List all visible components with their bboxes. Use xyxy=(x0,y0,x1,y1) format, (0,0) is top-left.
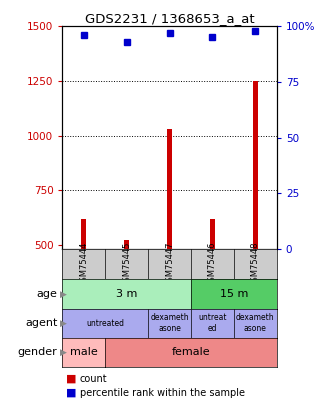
Text: ■: ■ xyxy=(66,388,76,398)
Text: GSM75447: GSM75447 xyxy=(165,241,174,287)
Text: gender: gender xyxy=(18,347,58,357)
Title: GDS2231 / 1368653_a_at: GDS2231 / 1368653_a_at xyxy=(85,12,254,25)
Text: male: male xyxy=(70,347,98,357)
Bar xyxy=(210,219,215,249)
Text: agent: agent xyxy=(25,318,58,328)
Text: percentile rank within the sample: percentile rank within the sample xyxy=(80,388,245,398)
Text: ■: ■ xyxy=(66,374,76,384)
Text: dexameth
asone: dexameth asone xyxy=(236,313,275,333)
Text: dexameth
asone: dexameth asone xyxy=(150,313,189,333)
Bar xyxy=(253,81,258,249)
Bar xyxy=(124,240,129,249)
Text: untreat
ed: untreat ed xyxy=(198,313,227,333)
Text: ▶: ▶ xyxy=(60,348,67,357)
Text: GSM75444: GSM75444 xyxy=(79,241,88,287)
Text: untreated: untreated xyxy=(86,319,124,328)
Text: 3 m: 3 m xyxy=(116,289,137,299)
Text: 15 m: 15 m xyxy=(220,289,248,299)
Bar xyxy=(167,129,172,249)
Text: GSM75446: GSM75446 xyxy=(208,241,217,287)
Text: count: count xyxy=(80,374,108,384)
Text: age: age xyxy=(37,289,58,299)
Text: GSM75445: GSM75445 xyxy=(122,241,131,287)
Text: female: female xyxy=(172,347,210,357)
Text: ▶: ▶ xyxy=(60,290,67,298)
Text: ▶: ▶ xyxy=(60,319,67,328)
Bar xyxy=(81,219,86,249)
Text: GSM75448: GSM75448 xyxy=(251,241,260,287)
